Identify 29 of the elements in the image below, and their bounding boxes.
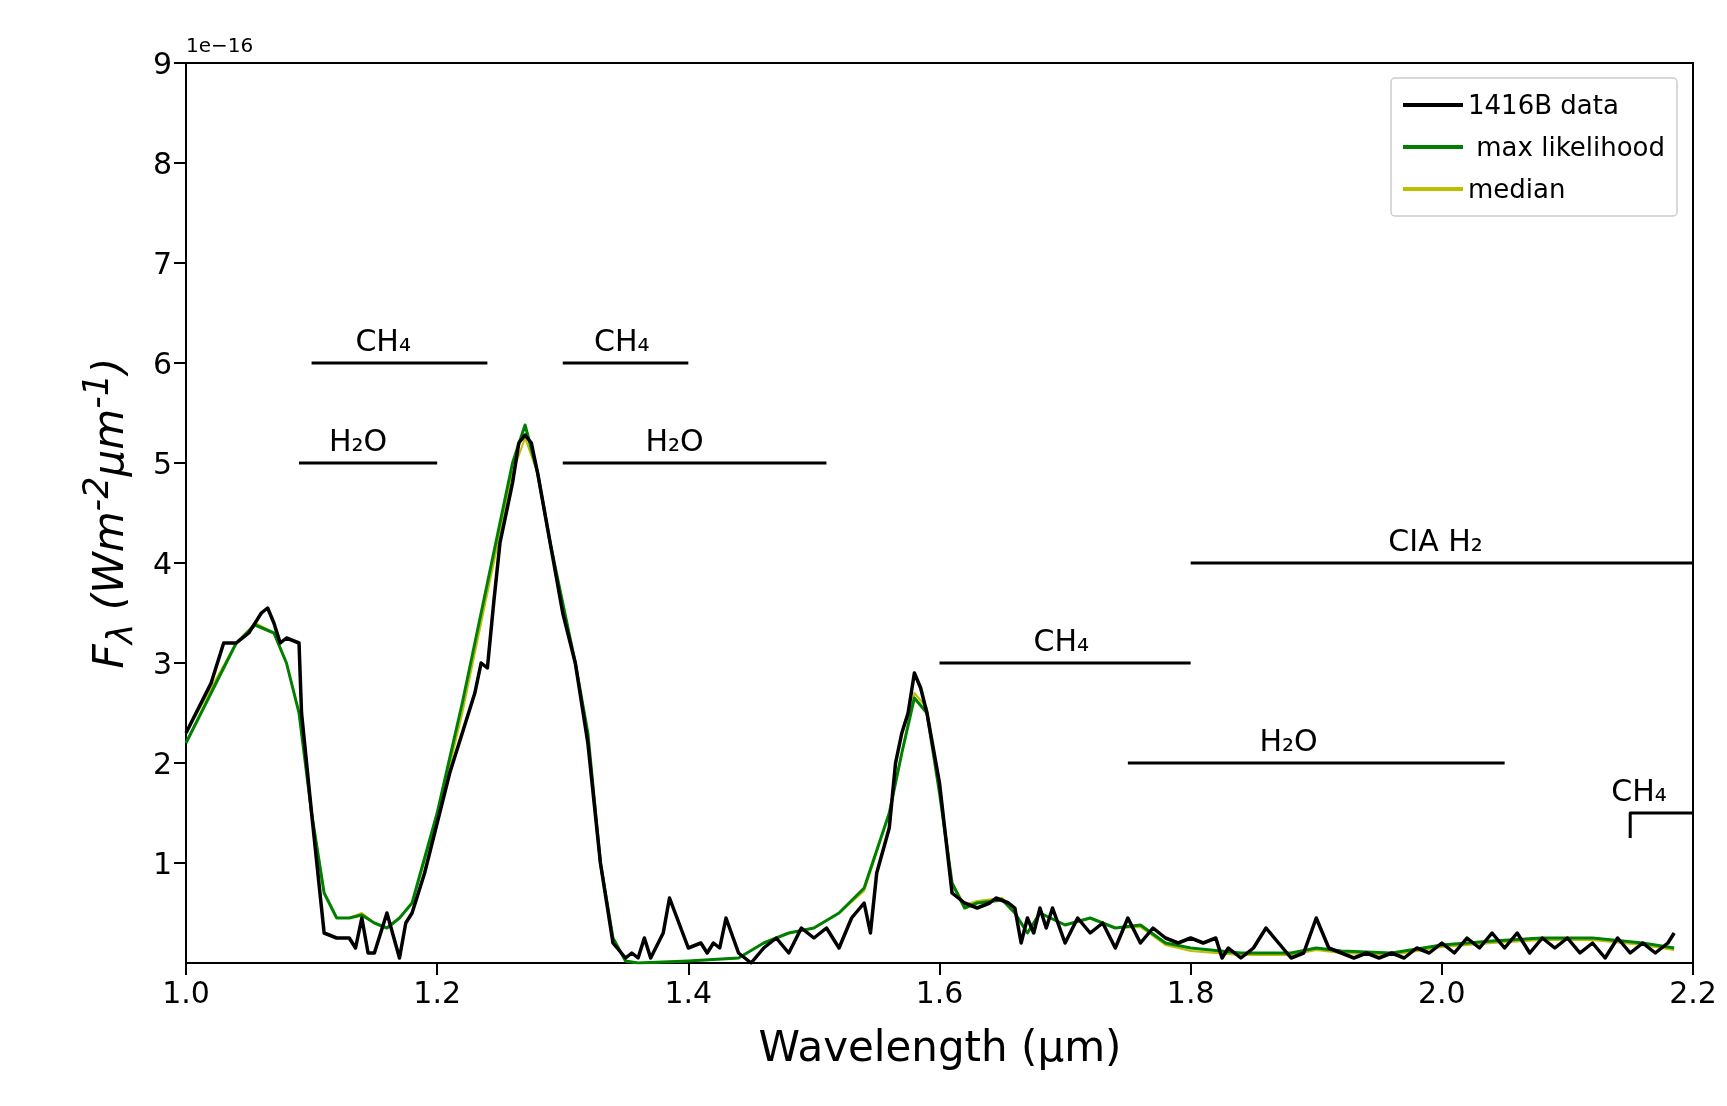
legend-label: median	[1468, 174, 1566, 204]
y-tick-label: 2	[152, 745, 172, 781]
x-axis-title: Wavelength (μm)	[758, 1022, 1122, 1071]
x-tick-label: 1.6	[915, 974, 964, 1010]
y-tick-label: 5	[152, 445, 172, 481]
annotation: CH₄	[1611, 772, 1667, 808]
x-tick-label: 2.2	[1669, 974, 1717, 1010]
annotation: CH₄	[355, 322, 411, 358]
y-tick-label: 3	[152, 645, 172, 681]
y-tick-label: 7	[152, 245, 172, 281]
y-tick-label: 9	[152, 45, 172, 81]
annotation: CH₄	[594, 322, 650, 358]
annotation: H₂O	[645, 422, 704, 458]
x-tick-label: 1.8	[1166, 974, 1215, 1010]
y-tick-label: 6	[152, 345, 172, 381]
annotation: H₂O	[328, 422, 388, 458]
legend-label: 1416B data	[1468, 90, 1619, 120]
y-tick-label: 4	[152, 545, 172, 581]
legend-label: max likelihood	[1468, 132, 1666, 162]
x-tick-label: 2.0	[1417, 974, 1466, 1010]
y-tick-label: 8	[152, 145, 172, 181]
x-tick-label: 1.4	[664, 974, 713, 1010]
annotation: CH₄	[1033, 622, 1090, 658]
annotation: H₂O	[1259, 722, 1318, 758]
x-tick-label: 1.2	[413, 974, 462, 1010]
annotation: CIA H₂	[1388, 522, 1483, 558]
x-tick-label: 1.0	[162, 974, 210, 1010]
y-tick-label: 1	[152, 845, 172, 881]
text: 1e−16	[186, 33, 254, 57]
